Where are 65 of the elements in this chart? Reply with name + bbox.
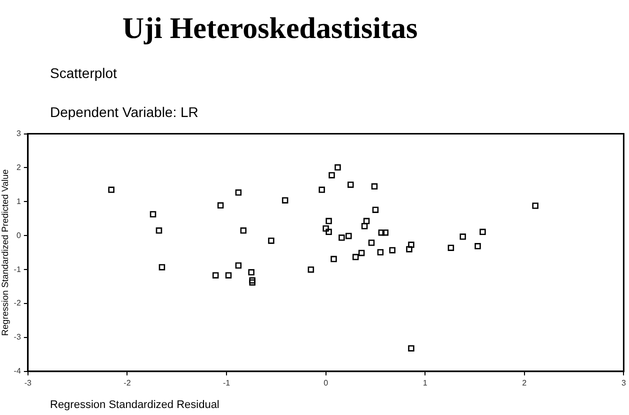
point [330,256,337,262]
point [448,244,454,251]
point [326,228,332,236]
point [268,238,274,244]
point [318,186,325,193]
point [225,272,232,278]
point [532,202,538,209]
point [338,234,345,241]
point [249,279,256,286]
point [235,189,242,196]
point [150,211,156,218]
point [212,272,219,278]
x-tick-label: 2 [522,378,528,388]
point [372,206,379,213]
point [408,345,414,352]
point [382,229,389,236]
y-tick-label: -4 [14,366,22,376]
point [368,240,375,246]
chart-title: Uji Heteroskedastisitas [121,12,419,46]
point [389,247,396,254]
point [363,218,370,224]
y-axis-title: Regression Standardized Predicted Value [0,169,10,336]
text: Dependent Variable: LR [50,104,198,120]
y-tick-label: -3 [14,332,22,342]
y-tick-label: -1 [14,264,22,274]
y-tick-label: -2 [14,298,22,308]
x-axis-title: Regression Standardized Residual [50,399,220,411]
x-tick-label: -1 [222,378,231,388]
point [460,234,466,240]
point [358,250,365,256]
point [346,232,352,240]
point [156,227,162,234]
point [348,182,354,188]
x-tick-label: 1 [422,378,428,388]
point [322,225,329,232]
y-tick-label: 1 [16,196,22,206]
point [371,183,378,190]
point [408,242,414,248]
point [326,218,332,224]
point [308,266,314,273]
point [480,228,486,236]
x-tick-label: 0 [324,378,329,388]
point [377,249,384,256]
x-tick-label: -3 [24,378,32,388]
y-tick-label: 2 [16,162,22,172]
point [334,164,341,171]
point [406,246,412,252]
chart-subtitle: Scatterplot [50,65,117,81]
y-tick-label: 3 [16,129,22,138]
point [108,186,114,193]
point [361,223,368,230]
point [158,264,166,270]
point [282,197,288,204]
point [474,243,481,250]
point [328,172,335,178]
x-tick-label: 3 [621,378,626,388]
point [217,202,224,209]
x-tick-label: -2 [124,378,132,388]
point [378,229,385,236]
point [249,277,256,284]
point [240,227,247,234]
y-tick-label: 0 [16,230,22,240]
point [352,254,359,260]
point [248,269,254,276]
point [235,262,242,269]
